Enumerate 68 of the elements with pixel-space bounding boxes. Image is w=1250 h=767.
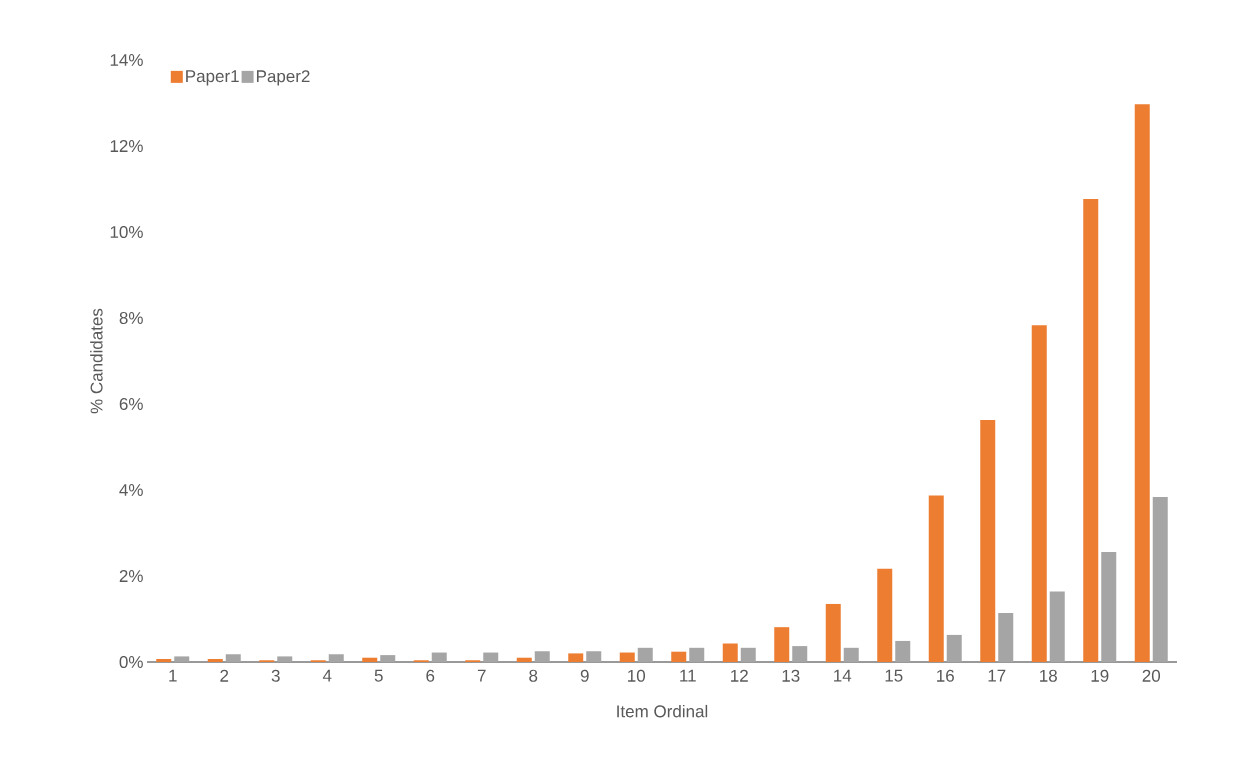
bar (1152, 496, 1168, 662)
y-tick-label: 8% (119, 311, 143, 325)
x-tick-label: 19 (1091, 669, 1109, 682)
bar (740, 647, 756, 662)
x-axis-title: Item Ordinal (617, 704, 708, 718)
x-tick-label: 4 (322, 669, 332, 682)
bar (774, 627, 790, 662)
bar (671, 651, 687, 662)
y-tick-label: 0% (119, 655, 143, 669)
bar (1083, 198, 1099, 662)
bar (980, 419, 996, 662)
x-tick-label: 9 (580, 669, 589, 682)
y-tick-label: 2% (119, 570, 143, 582)
bar (1049, 591, 1065, 662)
bar (619, 652, 635, 662)
y-tick-label: 10% (110, 225, 143, 239)
legend-label: Paper2 (256, 70, 310, 86)
x-tick-label: 2 (220, 669, 229, 682)
x-tick-label: 6 (426, 669, 435, 682)
x-tick-label: 5 (374, 669, 383, 682)
x-tick-label: 11 (680, 669, 696, 682)
bar (568, 653, 584, 662)
bar (1101, 551, 1117, 662)
bar (328, 654, 344, 662)
x-tick-label: 12 (731, 669, 748, 682)
bar (516, 657, 532, 662)
bar (483, 652, 499, 662)
bar (174, 656, 190, 662)
x-tick-label: 17 (988, 669, 1006, 682)
x-tick-label: 16 (937, 669, 954, 682)
x-tick-label: 20 (1142, 669, 1161, 682)
legend-label: Paper1 (186, 70, 239, 86)
x-tick-label: 10 (628, 669, 646, 682)
y-tick-label: 4% (119, 484, 143, 496)
x-tick-label: 1 (169, 669, 177, 682)
bar (792, 646, 808, 662)
bar (689, 647, 705, 662)
bar (534, 651, 550, 662)
y-tick-label: 6% (119, 397, 143, 411)
x-tick-label: 8 (529, 669, 538, 682)
bar (362, 657, 378, 662)
bar (877, 568, 893, 662)
y-tick-label: 12% (110, 140, 143, 152)
x-tick-label: 14 (834, 669, 852, 682)
bar (277, 656, 293, 662)
bar (156, 658, 172, 662)
bar (998, 612, 1014, 662)
bar (843, 647, 859, 662)
bar (928, 495, 944, 662)
bar (1134, 104, 1150, 662)
bar (431, 652, 447, 662)
x-tick-label: 15 (885, 669, 903, 682)
x-tick-label: 13 (782, 669, 800, 682)
bar (380, 655, 396, 662)
x-tick-label: 18 (1040, 669, 1057, 682)
x-tick-label: 7 (477, 669, 486, 682)
x-tick-label: 3 (271, 669, 280, 682)
bar (825, 603, 841, 662)
bar (637, 647, 653, 662)
bar (895, 640, 911, 662)
bar (225, 654, 241, 662)
bar (722, 643, 738, 662)
y-tick-label: 14% (110, 54, 143, 66)
bar (586, 651, 602, 662)
bar (1031, 325, 1047, 662)
y-axis-title: % Candidates (90, 308, 103, 414)
bar (946, 634, 962, 662)
bar (207, 658, 223, 662)
